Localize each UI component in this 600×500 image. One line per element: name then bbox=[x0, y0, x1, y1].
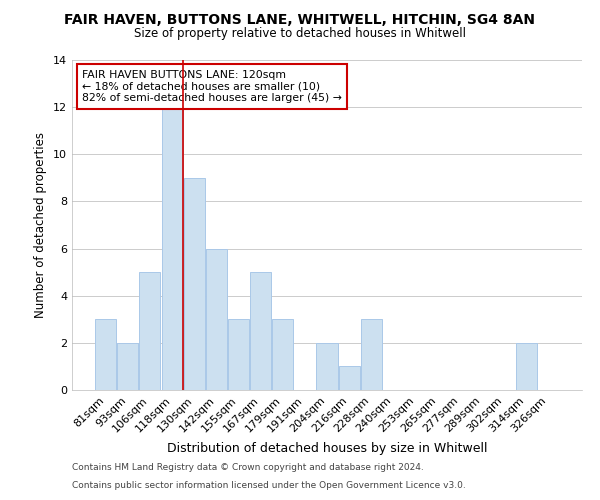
Bar bbox=[95, 320, 116, 390]
Bar bbox=[184, 178, 205, 390]
Text: Size of property relative to detached houses in Whitwell: Size of property relative to detached ho… bbox=[134, 28, 466, 40]
Text: Contains public sector information licensed under the Open Government Licence v3: Contains public sector information licen… bbox=[72, 481, 466, 490]
Bar bbox=[118, 343, 139, 390]
Y-axis label: Number of detached properties: Number of detached properties bbox=[34, 132, 47, 318]
Text: FAIR HAVEN, BUTTONS LANE, WHITWELL, HITCHIN, SG4 8AN: FAIR HAVEN, BUTTONS LANE, WHITWELL, HITC… bbox=[65, 12, 536, 26]
Bar bbox=[272, 320, 293, 390]
Bar bbox=[316, 343, 338, 390]
Text: Contains HM Land Registry data © Crown copyright and database right 2024.: Contains HM Land Registry data © Crown c… bbox=[72, 464, 424, 472]
Text: FAIR HAVEN BUTTONS LANE: 120sqm
← 18% of detached houses are smaller (10)
82% of: FAIR HAVEN BUTTONS LANE: 120sqm ← 18% of… bbox=[82, 70, 342, 103]
Bar bbox=[161, 107, 182, 390]
Bar bbox=[361, 320, 382, 390]
Bar bbox=[139, 272, 160, 390]
Bar bbox=[228, 320, 249, 390]
Bar bbox=[206, 248, 227, 390]
Bar bbox=[338, 366, 359, 390]
X-axis label: Distribution of detached houses by size in Whitwell: Distribution of detached houses by size … bbox=[167, 442, 487, 455]
Bar bbox=[515, 343, 536, 390]
Bar bbox=[250, 272, 271, 390]
